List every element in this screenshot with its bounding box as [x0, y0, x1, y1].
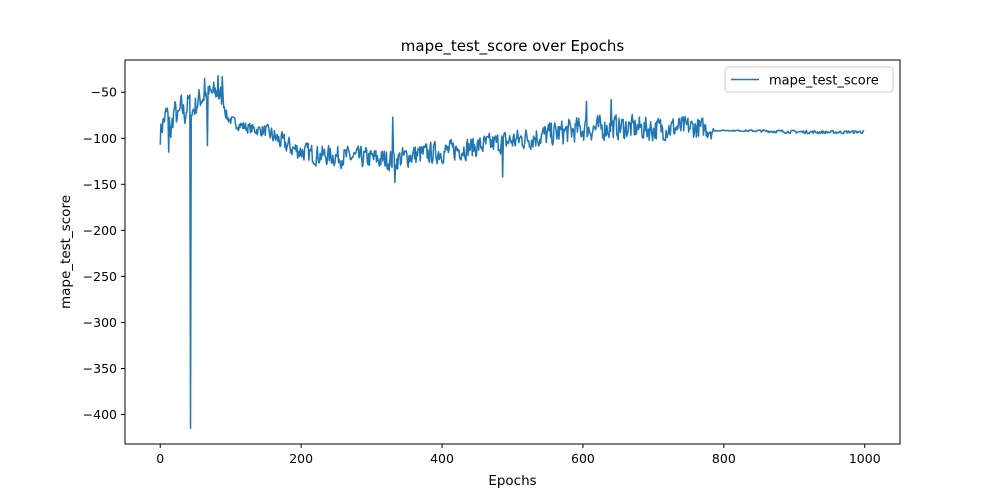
- legend: mape_test_score: [724, 66, 894, 93]
- chart-title: mape_test_score over Epochs: [401, 37, 625, 56]
- x-tick-label: 400: [430, 451, 454, 466]
- y-tick-label: −150: [83, 177, 117, 192]
- x-tick-label: 800: [712, 451, 736, 466]
- y-axis: −50 −100 −150 −200 −250 −300 −350 −400: [83, 85, 125, 422]
- legend-label: mape_test_score: [769, 74, 879, 89]
- x-axis-label: Epochs: [488, 473, 536, 489]
- plot-area: [124, 59, 901, 445]
- y-tick-label: −400: [83, 407, 117, 422]
- x-tick-label: 0: [156, 451, 164, 466]
- axes-frame: [124, 59, 901, 445]
- x-tick-label: 200: [289, 451, 313, 466]
- y-axis-label: mape_test_score: [58, 195, 74, 309]
- y-tick-label: −200: [83, 223, 117, 238]
- y-tick-label: −300: [83, 315, 117, 330]
- y-tick-label: −250: [83, 269, 117, 284]
- legend-box: [724, 66, 894, 93]
- y-tick-label: −50: [91, 85, 117, 100]
- x-tick-label: 600: [571, 451, 595, 466]
- y-tick-label: −100: [83, 131, 117, 146]
- x-tick-label: 1000: [849, 451, 881, 466]
- x-axis: 0 200 400 600 800 1000: [156, 444, 881, 466]
- series-line-mape-test-score: [159, 74, 865, 430]
- y-tick-label: −350: [83, 361, 117, 376]
